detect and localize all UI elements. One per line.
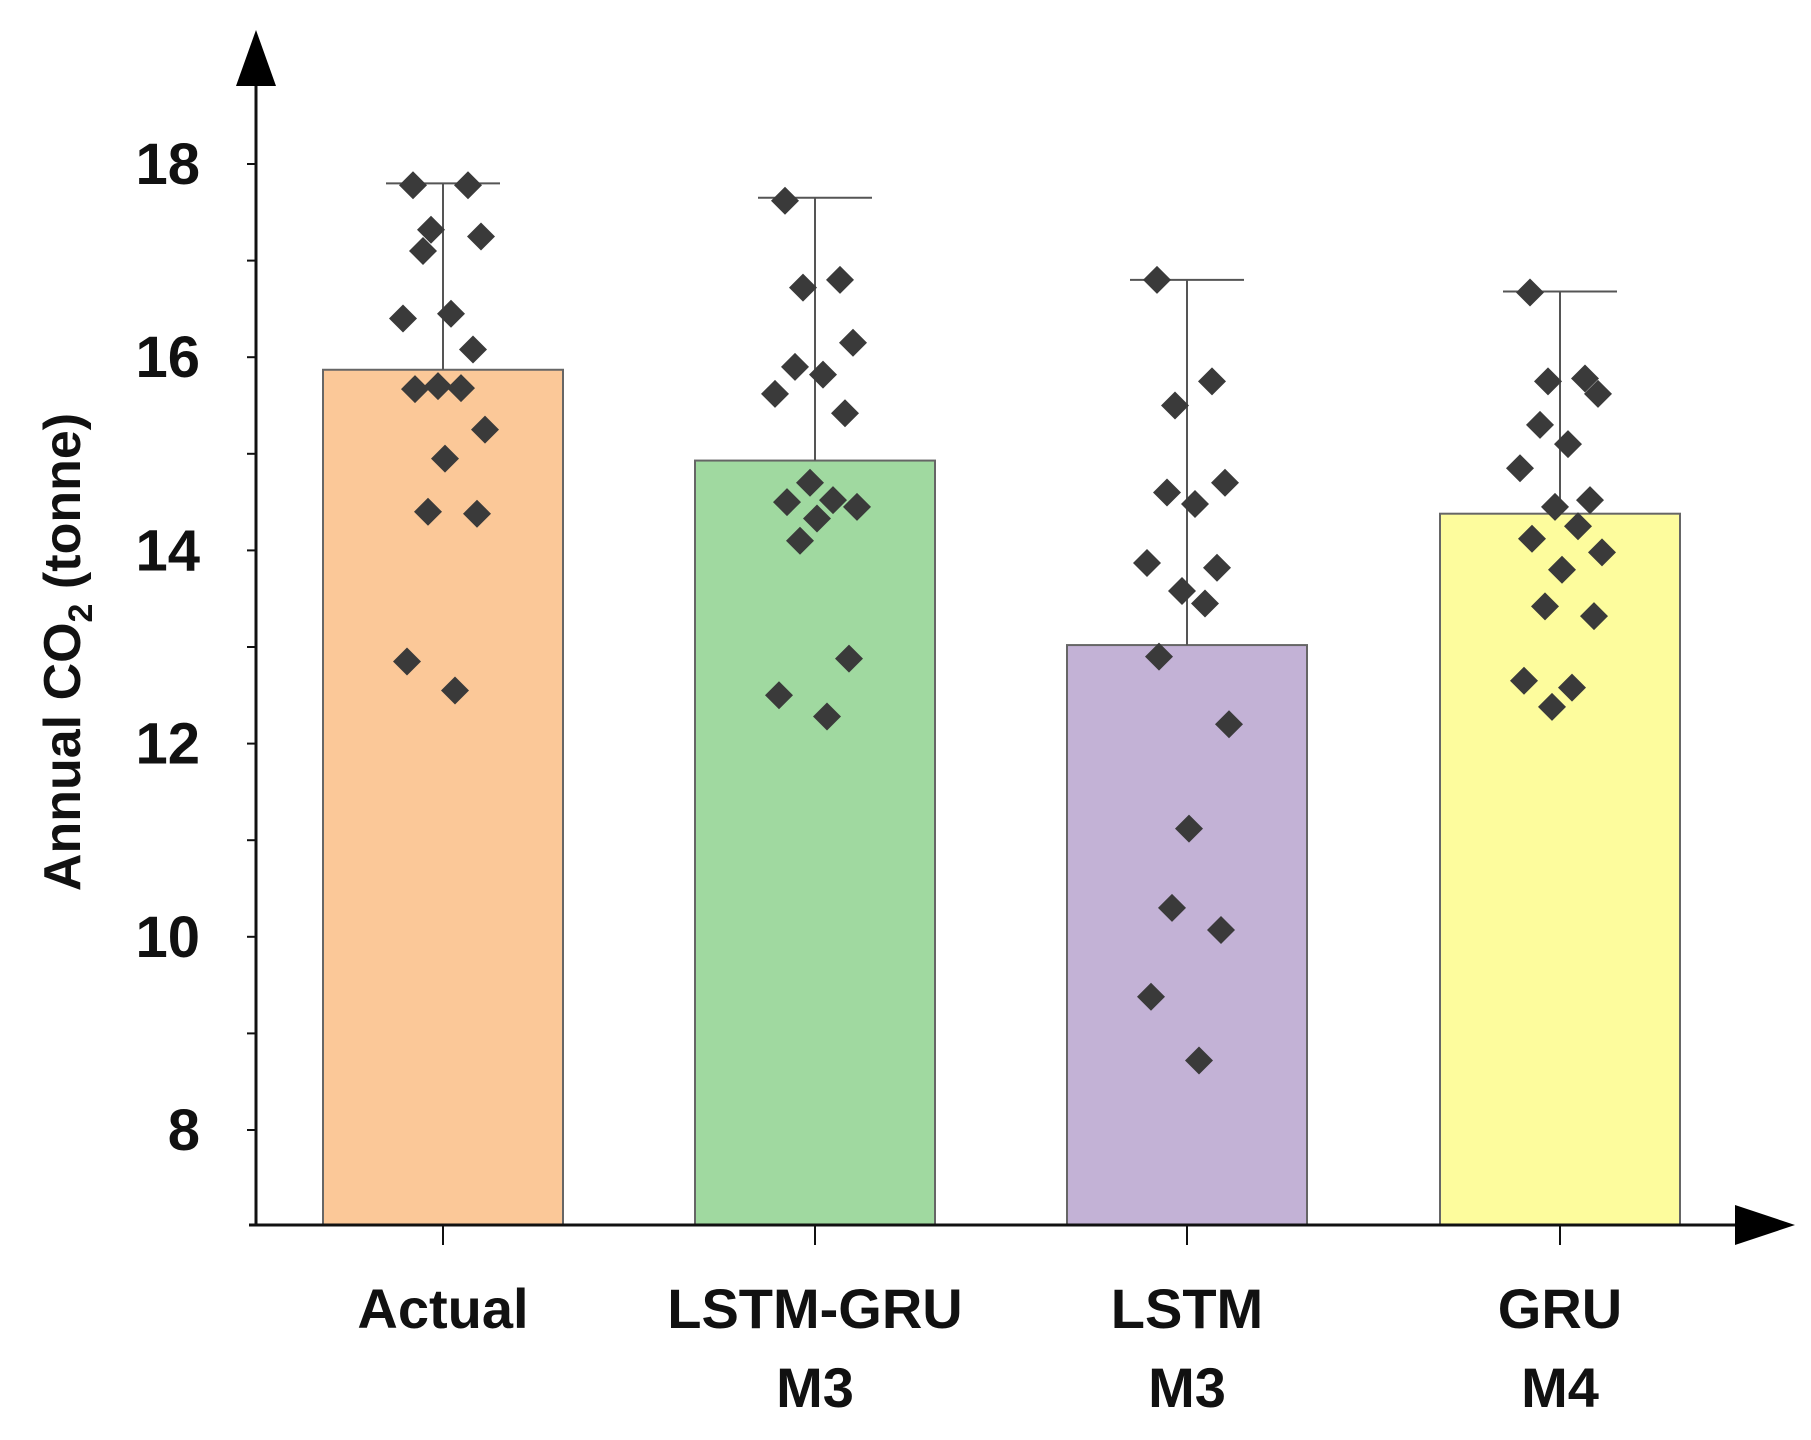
points-layer [389,171,1616,1075]
point-0-12 [431,444,459,473]
point-0-2 [417,215,445,244]
x-label-2-line1: LSTM [1111,1277,1263,1340]
point-2-10 [1145,642,1173,671]
point-2-0 [1143,265,1171,294]
point-1-3 [839,328,867,357]
point-0-6 [389,304,417,333]
point-3-5 [1554,430,1582,459]
point-1-7 [831,399,859,428]
x-label-2-line2: M3 [1148,1356,1226,1419]
y-axis-title-prefix: Annual CO [34,622,92,891]
x-axis-arrow [1735,1205,1795,1245]
errorbars-layer [386,182,1617,646]
y-tick-label-8: 8 [168,1098,200,1163]
point-2-6 [1133,548,1161,577]
point-3-3 [1584,379,1612,408]
point-0-3 [467,222,495,251]
point-3-1 [1571,364,1599,393]
point-3-8 [1541,492,1569,521]
point-1-11 [843,492,871,521]
point-1-8 [796,468,824,497]
point-0-14 [463,499,491,528]
point-2-4 [1153,478,1181,507]
x-label-1-line2: M3 [776,1356,854,1419]
bars-layer [322,368,1681,1226]
x-label-3-line1: GRU [1498,1277,1622,1340]
point-3-12 [1548,555,1576,584]
point-1-5 [809,360,837,389]
point-3-11 [1588,538,1616,567]
point-2-3 [1211,468,1239,497]
point-2-15 [1137,982,1165,1011]
bar-1 [694,459,936,1226]
point-3-16 [1558,673,1586,702]
point-3-9 [1564,512,1592,541]
x-label-0-line1: Actual [357,1277,528,1340]
y-tick-label-10: 10 [135,905,200,970]
point-3-2 [1534,367,1562,396]
point-1-2 [789,273,817,302]
point-0-9 [447,374,475,403]
point-0-16 [441,676,469,705]
point-2-2 [1161,391,1189,420]
point-3-15 [1510,666,1538,695]
point-0-10 [401,375,429,404]
y-axis-title-suffix: (tonne) [34,413,92,604]
labels-layer: 8 10 12 14 16 18 Actual LSTM-GRU M3 LSTM M3 GRU M4 [135,132,1622,1419]
point-1-13 [786,526,814,555]
point-1-15 [765,681,793,710]
point-2-7 [1203,553,1231,582]
y-tick-label-18: 18 [135,132,200,197]
point-1-10 [773,488,801,517]
point-1-9 [819,486,847,515]
point-0-7 [459,335,487,364]
point-0-11 [471,415,499,444]
point-0-8 [424,372,452,401]
point-1-6 [761,379,789,408]
point-1-0 [771,186,799,215]
bar-0 [322,368,564,1226]
point-0-4 [409,236,437,265]
point-3-7 [1576,486,1604,515]
x-label-1-line1: LSTM-GRU [667,1277,963,1340]
point-1-12 [803,504,831,533]
y-tick-label-14: 14 [135,518,200,583]
point-1-1 [826,265,854,294]
ticks-layer [247,163,1561,1245]
point-2-16 [1185,1046,1213,1075]
point-2-12 [1175,814,1203,843]
point-1-4 [781,352,809,381]
point-2-13 [1158,893,1186,922]
y-tick-label-16: 16 [135,325,200,390]
point-3-13 [1531,592,1559,621]
y-axis-title: Annual CO2 (tonne) [34,413,100,891]
point-0-13 [414,497,442,526]
y-axis-arrow [236,30,276,86]
point-2-9 [1191,589,1219,618]
point-0-1 [454,171,482,200]
point-0-0 [399,171,427,200]
point-0-15 [393,647,421,676]
point-2-8 [1168,576,1196,605]
bar-3 [1439,512,1681,1226]
point-2-11 [1215,710,1243,739]
point-2-14 [1207,916,1235,945]
point-3-6 [1506,454,1534,483]
point-1-16 [813,702,841,731]
point-3-10 [1518,524,1546,553]
point-0-5 [437,299,465,328]
point-2-1 [1198,367,1226,396]
point-3-0 [1516,278,1544,307]
x-label-3-line2: M4 [1521,1356,1599,1419]
point-3-14 [1580,602,1608,631]
point-3-4 [1526,410,1554,439]
point-1-14 [835,644,863,673]
point-2-5 [1181,490,1209,519]
y-axis-title-subscript: 2 [62,604,100,623]
point-3-17 [1538,692,1566,721]
bar-2 [1066,644,1308,1226]
y-tick-label-12: 12 [135,712,200,777]
